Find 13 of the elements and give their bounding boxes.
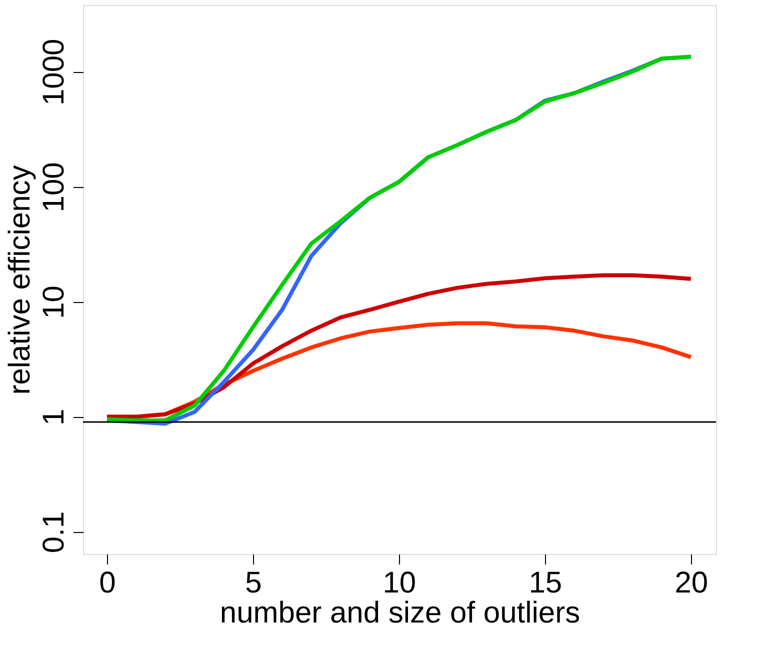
x-tick-label: 0 (99, 566, 116, 600)
x-tick-label: 5 (245, 566, 262, 600)
x-tick-label: 10 (382, 566, 416, 600)
y-tick-label: 1 (38, 408, 70, 426)
y-tick-label: 10 (38, 286, 70, 319)
x-tick-label: 20 (674, 566, 708, 600)
x-axis-title: number and size of outliers (220, 596, 580, 630)
y-tick-label: 1000 (38, 38, 70, 106)
y-axis-title: relative efficiency (4, 165, 36, 395)
y-tick-label: 100 (38, 162, 70, 212)
line-series (104, 273, 693, 419)
x-tick-label: 15 (528, 566, 562, 600)
y-tick-label: 0.1 (38, 511, 70, 554)
